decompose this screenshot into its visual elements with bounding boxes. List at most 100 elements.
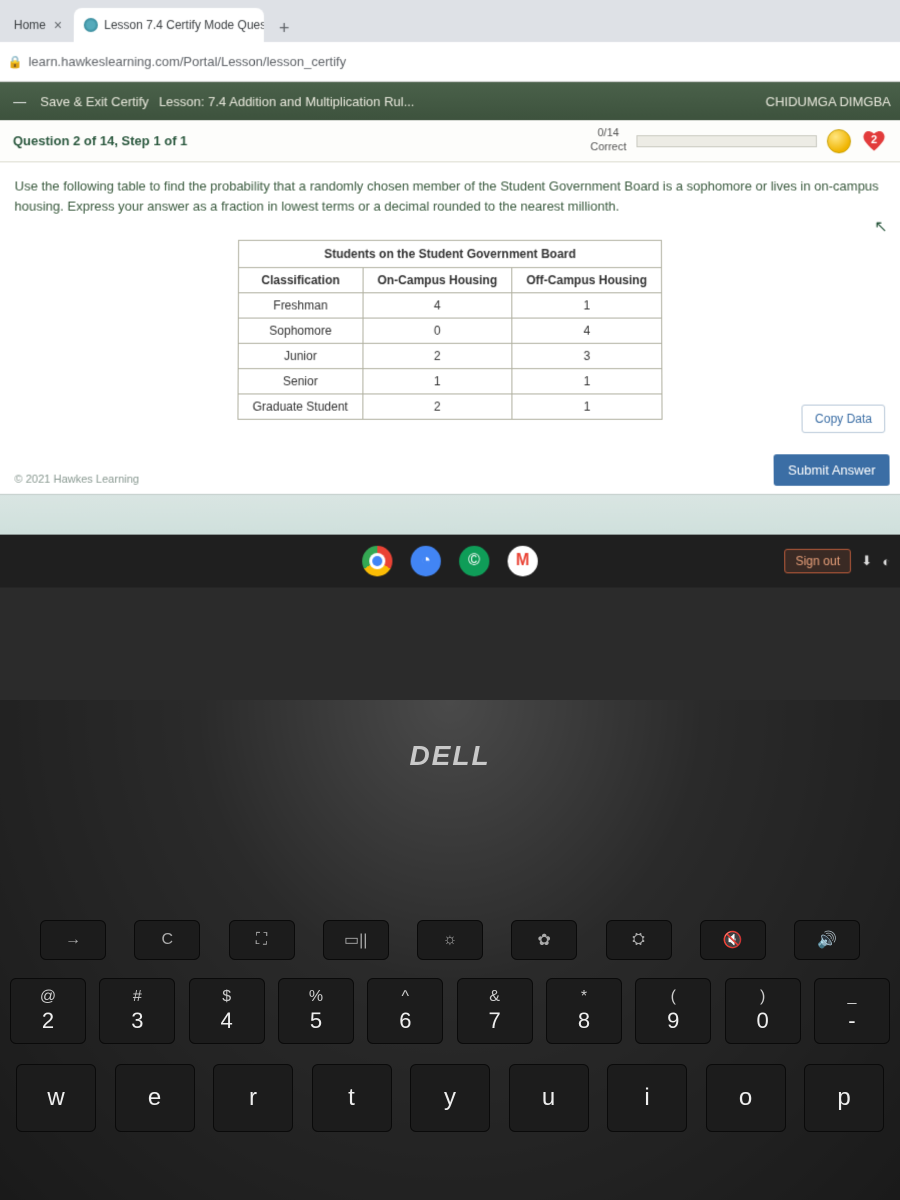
close-icon[interactable]: × — [54, 17, 62, 33]
submit-answer-button[interactable]: Submit Answer — [774, 454, 890, 485]
key-dash: _- — [814, 978, 890, 1044]
fn-key: C — [134, 920, 200, 960]
tab-bar: Home × Lesson 7.4 Certify Mode Questio ×… — [0, 0, 900, 42]
lock-icon: 🔒 — [7, 55, 22, 69]
fn-key: 🔇 — [700, 920, 766, 960]
fn-key: ▭|| — [323, 920, 389, 960]
cell: 1 — [512, 369, 662, 394]
screen-area: Home × Lesson 7.4 Certify Mode Questio ×… — [0, 0, 900, 588]
clock-icon[interactable]: ◐ — [882, 553, 890, 568]
key-8: *8 — [546, 978, 622, 1044]
cell: 4 — [512, 318, 662, 343]
progress-bar — [636, 135, 817, 147]
question-body: Use the following table to find the prob… — [0, 162, 900, 587]
save-exit-button[interactable]: Save & Exit Certify — [40, 94, 149, 109]
tab-label: Home — [14, 18, 46, 32]
cell: 2 — [363, 343, 512, 368]
fn-key: → — [40, 920, 106, 960]
col-header: On-Campus Housing — [363, 268, 512, 293]
cell: Junior — [238, 343, 363, 368]
tab-lesson[interactable]: Lesson 7.4 Certify Mode Questio × — [74, 8, 264, 42]
copy-data-button[interactable]: Copy Data — [802, 405, 886, 433]
table-row: Graduate Student 2 1 — [238, 394, 662, 419]
cell: 2 — [363, 394, 512, 419]
fn-key: ⛶ — [229, 920, 295, 960]
chrome-icon[interactable] — [362, 546, 392, 577]
cell: Graduate Student — [238, 394, 363, 419]
table-caption: Students on the Student Government Board — [238, 240, 662, 267]
key-p: p — [804, 1064, 884, 1132]
table-body: Freshman 4 1 Sophomore 0 4 Junior 2 3 Se… — [238, 293, 662, 419]
footer-strip — [0, 494, 900, 535]
data-table: Students on the Student Government Board… — [237, 240, 662, 420]
heart-icon: 2 — [861, 130, 887, 152]
table-row: Sophomore 0 4 — [238, 318, 662, 343]
lesson-title: Lesson: 7.4 Addition and Multiplication … — [159, 94, 415, 109]
cell: Sophomore — [238, 318, 363, 343]
key-7: &7 — [457, 978, 533, 1044]
app-icon[interactable]: © — [459, 546, 489, 577]
fn-key: ☼ — [417, 920, 483, 960]
gmail-icon[interactable]: M — [508, 546, 538, 577]
dell-logo: DELL — [409, 740, 490, 772]
new-tab-button[interactable]: + — [270, 14, 298, 42]
download-icon[interactable]: ⬇ — [861, 553, 872, 569]
chromeos-shelf: ◔ © M Sign out ⬇ ◐ — [0, 535, 900, 588]
col-header: Classification — [238, 268, 362, 293]
key-9: (9 — [635, 978, 711, 1044]
table-row: Junior 2 3 — [238, 343, 662, 368]
app-header: — Save & Exit Certify Lesson: 7.4 Additi… — [0, 82, 900, 120]
browser-chrome: Home × Lesson 7.4 Certify Mode Questio ×… — [0, 0, 900, 82]
question-subheader: Question 2 of 14, Step 1 of 1 0/14 Corre… — [0, 120, 900, 162]
cell: 3 — [512, 343, 662, 368]
score-numer: 0/14 — [590, 128, 626, 141]
cell: 1 — [512, 293, 662, 318]
cell: 0 — [363, 318, 512, 343]
cell: Freshman — [238, 293, 362, 318]
letter-key-row: w e r t y u i o p — [0, 1064, 900, 1132]
number-key-row: @2 #3 $4 %5 ^6 &7 *8 (9 )0 _- — [0, 978, 900, 1044]
cell: 4 — [363, 293, 512, 318]
cursor-icon: ↖ — [874, 217, 888, 237]
key-6: ^6 — [367, 978, 443, 1044]
cell: 1 — [363, 369, 512, 394]
key-u: u — [509, 1064, 589, 1132]
key-2: @2 — [10, 978, 86, 1044]
url-text: learn.hawkeslearning.com/Portal/Lesson/l… — [28, 54, 346, 69]
cell: 1 — [512, 394, 662, 419]
score-text: 0/14 Correct — [590, 128, 626, 154]
question-position: Question 2 of 14, Step 1 of 1 — [13, 133, 188, 148]
address-bar[interactable]: 🔒 learn.hawkeslearning.com/Portal/Lesson… — [0, 42, 900, 82]
heart-count: 2 — [871, 134, 877, 146]
col-header: Off-Campus Housing — [512, 268, 662, 293]
key-4: $4 — [189, 978, 265, 1044]
key-y: y — [410, 1064, 490, 1132]
question-prompt: Use the following table to find the prob… — [14, 176, 885, 215]
tab-label: Lesson 7.4 Certify Mode Questio — [104, 18, 264, 32]
fn-key: 🔊 — [794, 920, 860, 960]
cell: Senior — [238, 369, 363, 394]
key-e: e — [115, 1064, 195, 1132]
table-row: Freshman 4 1 — [238, 293, 661, 318]
key-i: i — [607, 1064, 687, 1132]
score-label: Correct — [590, 141, 626, 154]
function-key-row: → C ⛶ ▭|| ☼ ✿ ⛭ 🔇 🔊 — [40, 920, 860, 960]
key-3: #3 — [99, 978, 175, 1044]
table-header-row: Classification On-Campus Housing Off-Cam… — [238, 268, 661, 293]
key-w: w — [16, 1064, 96, 1132]
fn-key: ✿ — [511, 920, 577, 960]
copyright-text: © 2021 Hawkes Learning — [14, 474, 139, 486]
table-row: Senior 1 1 — [238, 369, 662, 394]
tab-home[interactable]: Home × — [4, 8, 72, 42]
fn-key: ⛭ — [606, 920, 672, 960]
key-5: %5 — [278, 978, 354, 1044]
sign-out-button[interactable]: Sign out — [784, 549, 851, 573]
files-icon[interactable]: ◔ — [411, 546, 441, 577]
user-name[interactable]: CHIDUMGA DIMGBA — [766, 94, 891, 109]
key-0: )0 — [725, 978, 801, 1044]
key-r: r — [213, 1064, 293, 1132]
coin-icon — [827, 129, 851, 153]
shelf-center: ◔ © M — [362, 546, 538, 577]
collapse-icon[interactable]: — — [13, 94, 26, 109]
key-t: t — [312, 1064, 392, 1132]
